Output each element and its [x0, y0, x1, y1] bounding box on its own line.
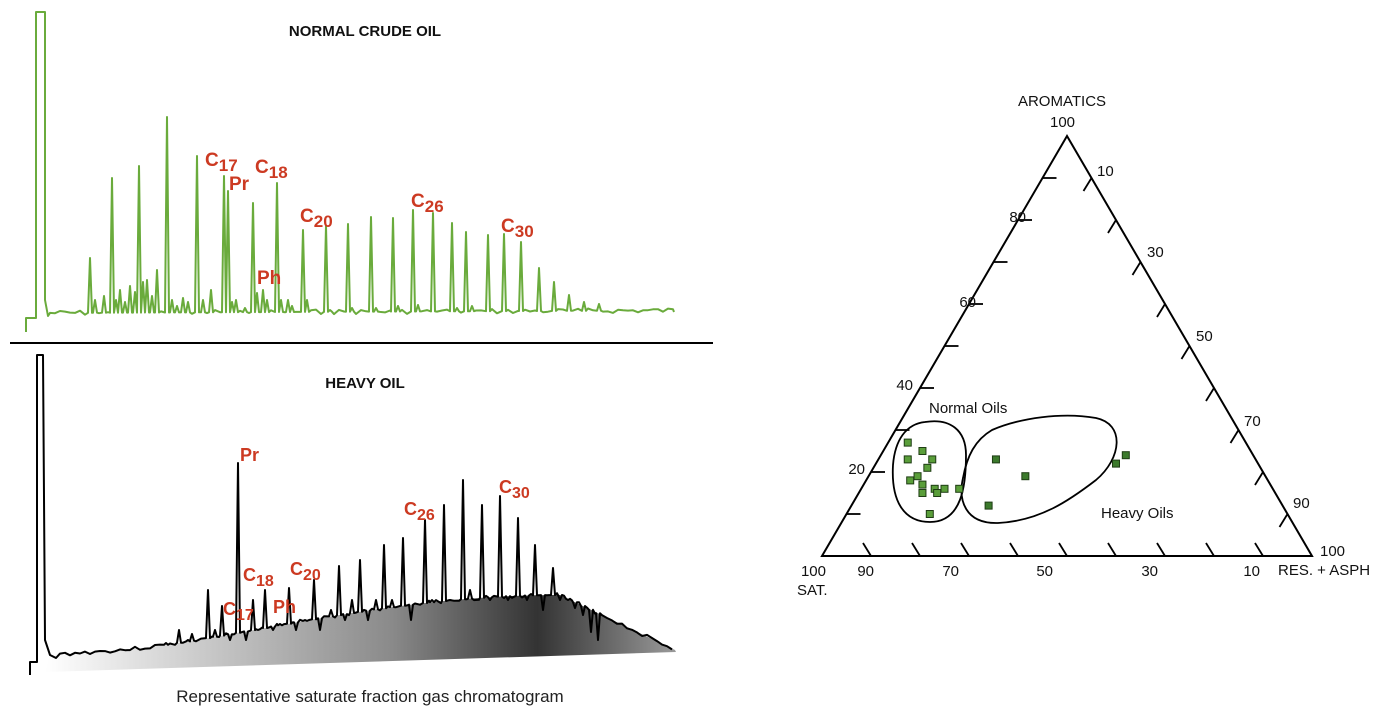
bottom-tick — [1254, 542, 1264, 557]
resins-tick-label: 90 — [1293, 495, 1310, 512]
heavy-peak-label-ph: Ph — [273, 597, 296, 617]
normal-peak-label-pr: Pr — [229, 174, 250, 195]
aromatics-tick-label: 60 — [959, 294, 976, 311]
saturates-axis-label: SAT. — [797, 582, 828, 599]
heavy-peak-label-c30: C30 — [499, 477, 530, 502]
normal-oil-point — [923, 463, 932, 472]
heavy-peak-label-c18: C18 — [243, 565, 274, 590]
heavy-oils-envelope — [960, 414, 1118, 524]
normal-oil-point — [918, 489, 927, 497]
bottom-tick — [862, 542, 872, 557]
normal-crude-oil-title: NORMAL CRUDE OIL — [289, 23, 441, 40]
resins-asphaltenes-axis-label: RES. + ASPH — [1278, 562, 1370, 579]
normal-oil-point — [933, 489, 942, 497]
normal-peak-label-ph: Ph — [257, 268, 281, 289]
normal-oil-point — [903, 438, 912, 447]
heavy-peak-label-c20: C20 — [290, 559, 321, 584]
normal-oil-point — [955, 484, 964, 493]
normal-oil-point — [906, 476, 915, 485]
ucm-hump-fill — [45, 595, 676, 672]
resins-tick-label: 50 — [1196, 328, 1213, 345]
heavy-oil-chromatogram: HEAVY OIL Pr C18 C17 Ph C20 C26 C30 — [29, 354, 676, 675]
resins-tick-label: 30 — [1147, 244, 1164, 261]
right-tick — [1131, 261, 1142, 276]
normal-oil-point — [913, 472, 922, 481]
normal-oils-envelope — [891, 420, 967, 523]
bottom-tick — [911, 542, 921, 557]
resins-tick-label: 70 — [1244, 413, 1261, 430]
right-tick — [1082, 177, 1093, 192]
aromatics-tick-label: 20 — [848, 461, 865, 478]
bottom-tick — [1205, 542, 1215, 557]
saturates-tick-label: 10 — [1243, 563, 1260, 580]
bottom-tick — [1009, 542, 1019, 557]
figure-caption: Representative saturate fraction gas chr… — [176, 687, 563, 706]
right-tick — [1278, 513, 1289, 528]
right-tick — [1180, 345, 1191, 360]
heavy-oil-point — [991, 455, 1000, 464]
heavy-oil-point — [984, 501, 993, 510]
ternary-diagram: AROMATICS SAT. RES. + ASPH 100 80 60 40 20 10 30 5… — [797, 93, 1370, 599]
aromatics-tick-label: 80 — [1009, 209, 1026, 226]
saturates-tick-label: 30 — [1141, 563, 1158, 580]
right-tick — [1254, 471, 1264, 486]
aromatics-tick-label: 40 — [896, 377, 913, 394]
right-tick — [1107, 219, 1117, 234]
saturates-tick-label: 90 — [857, 563, 874, 580]
normal-oil-point — [940, 484, 949, 493]
bottom-tick — [1156, 542, 1166, 557]
bottom-tick — [1107, 542, 1117, 557]
normal-oil-point — [925, 510, 934, 518]
normal-oil-point — [918, 447, 927, 455]
right-tick — [1205, 387, 1215, 402]
heavy-oil-trace — [29, 354, 673, 675]
normal-peak-label-c26: C26 — [411, 191, 444, 216]
heavy-peak-label-c26: C26 — [404, 499, 435, 524]
heavy-oil-point — [1121, 451, 1130, 460]
heavy-oil-title: HEAVY OIL — [325, 375, 404, 392]
bottom-tick — [1058, 542, 1068, 557]
right-tick — [1229, 429, 1240, 444]
aromatics-tick-label: 100 — [1050, 114, 1075, 131]
saturates-tick-label: 100 — [801, 563, 826, 580]
saturates-tick-label: 50 — [1036, 563, 1053, 580]
normal-oil-point — [918, 480, 927, 489]
bottom-tick — [960, 542, 970, 557]
resins-tick-label: 100 — [1320, 543, 1345, 560]
normal-peak-label-c20: C20 — [300, 206, 333, 231]
heavy-peak-label-c17: C17 — [223, 599, 254, 624]
heavy-oil-point — [1112, 459, 1120, 468]
heavy-oil-point — [1021, 472, 1030, 481]
right-tick — [1156, 303, 1166, 318]
normal-oil-point — [928, 455, 937, 464]
heavy-peak-label-pr: Pr — [240, 445, 259, 465]
normal-oils-label: Normal Oils — [929, 400, 1007, 417]
normal-peak-label-c18: C18 — [255, 157, 288, 182]
heavy-oils-label: Heavy Oils — [1101, 505, 1174, 522]
normal-peak-label-c30: C30 — [501, 216, 534, 241]
normal-crude-oil-trace — [25, 11, 675, 332]
normal-oil-point — [903, 455, 912, 464]
resins-tick-label: 10 — [1097, 163, 1114, 180]
aromatics-axis-label: AROMATICS — [1018, 93, 1106, 110]
normal-peak-label-c17: C17 — [205, 150, 238, 175]
saturates-tick-label: 70 — [942, 563, 959, 580]
